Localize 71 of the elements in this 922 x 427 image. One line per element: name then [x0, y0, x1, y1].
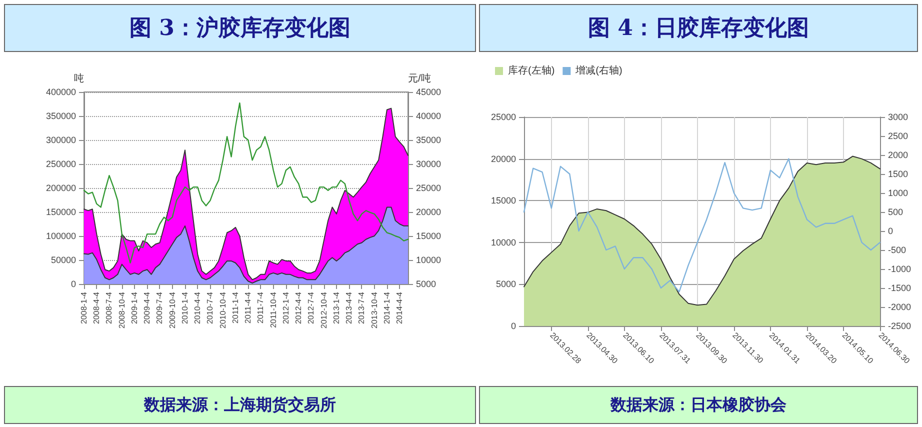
y2-tick-label: 2000 — [888, 150, 908, 160]
x-tick-label: 2012-7-4 — [306, 291, 316, 324]
x-tick-label: 2011-7-4 — [256, 291, 266, 324]
y-tick-label: 10000 — [490, 237, 516, 248]
y2-tick-label: -500 — [888, 245, 906, 255]
x-tick-label: 2008-1-4 — [80, 291, 88, 324]
x-tick-label: 2013-4-4 — [344, 291, 354, 324]
y2-tick-label: 40000 — [416, 111, 442, 121]
source-note: 数据来源：日本橡胶协会 — [479, 386, 918, 424]
x-tick-label: 2011-10-4 — [268, 291, 278, 328]
x-tick-label: 2014-4-4 — [395, 291, 404, 324]
y2-tick-label: 2500 — [888, 131, 908, 141]
y2-tick-label: 10000 — [416, 255, 442, 265]
y2-tick-label: 25000 — [416, 183, 442, 193]
x-tick-label: 2012-10-4 — [319, 291, 328, 328]
x-tick-label: 2013-1-4 — [332, 291, 341, 324]
chart-title: 图 4：日胶库存变化图 — [479, 4, 918, 52]
x-tick-label: 2013-7-4 — [357, 291, 366, 324]
y-tick-label: 20000 — [490, 154, 516, 164]
x-tick-label: 2009-7-4 — [155, 291, 164, 324]
y-tick-label: 100000 — [46, 231, 76, 241]
y-tick-label: 0 — [70, 279, 76, 289]
y2-tick-label: -2500 — [888, 321, 912, 331]
y2-tick-label: 3000 — [888, 112, 908, 122]
y2-tick-label: 35000 — [416, 135, 442, 145]
y2-tick-label: 5000 — [416, 279, 436, 289]
y2-tick-label: 0 — [888, 226, 894, 236]
y2-tick-label: 500 — [888, 207, 904, 217]
x-tick-label: 2010-1-4 — [180, 291, 190, 324]
y-tick-label: 250000 — [46, 159, 76, 169]
x-tick-label: 2011-1-4 — [230, 291, 240, 324]
y2-tick-label: 15000 — [416, 231, 442, 241]
y2-axis-title: 元/吨 — [408, 72, 431, 84]
y2-tick-label: 30000 — [416, 159, 442, 169]
x-tick-label: 2009-10-4 — [168, 291, 177, 328]
y-tick-label: 50000 — [50, 255, 76, 265]
y-tick-label: 200000 — [46, 183, 76, 193]
x-tick-label: 2008-10-4 — [117, 291, 126, 328]
legend-label: 库存(左轴) — [508, 64, 555, 76]
y2-tick-label: 45000 — [416, 87, 442, 97]
x-tick-label: 2012-1-4 — [281, 291, 290, 324]
x-tick-label: 2012-4-4 — [294, 291, 304, 324]
y2-tick-label: -1000 — [888, 264, 912, 274]
y-tick-label: 5000 — [496, 279, 516, 290]
y2-tick-label: 20000 — [416, 207, 442, 217]
y-axis-title: 吨 — [74, 72, 84, 84]
line-series — [523, 158, 881, 292]
x-tick-label: 2011-4-4 — [244, 291, 253, 324]
legend-label: 增减(右轴) — [574, 64, 622, 76]
x-tick-label: 2009-1-4 — [130, 291, 139, 324]
chart-title: 图 3：沪胶库存变化图 — [4, 4, 476, 52]
y2-tick-label: 1000 — [888, 188, 908, 198]
x-tick-label: 2010-4-4 — [193, 291, 202, 324]
y-tick-label: 150000 — [46, 207, 76, 217]
y-tick-label: 350000 — [46, 111, 76, 121]
x-tick-label: 2008-4-4 — [92, 291, 102, 324]
x-tick-label: 2009-4-4 — [142, 291, 152, 324]
y-tick-label: 400000 — [46, 87, 76, 97]
x-tick-label: 2013-10-4 — [370, 291, 379, 328]
x-tick-label: 2014-1-4 — [382, 291, 392, 324]
y2-tick-label: -2000 — [888, 302, 912, 312]
x-tick-label: 2008-7-4 — [104, 291, 114, 324]
y2-tick-label: -1500 — [888, 283, 912, 293]
x-tick-label: 2010-7-4 — [206, 291, 215, 324]
y-tick-label: 15000 — [490, 196, 516, 206]
x-tick-label: 2010-10-4 — [218, 291, 228, 328]
y-tick-label: 300000 — [46, 135, 76, 145]
source-note: 数据来源：上海期货交易所 — [4, 386, 476, 424]
y-tick-label: 25000 — [490, 112, 516, 122]
y2-tick-label: 1500 — [888, 169, 908, 179]
y-tick-label: 0 — [510, 321, 516, 331]
